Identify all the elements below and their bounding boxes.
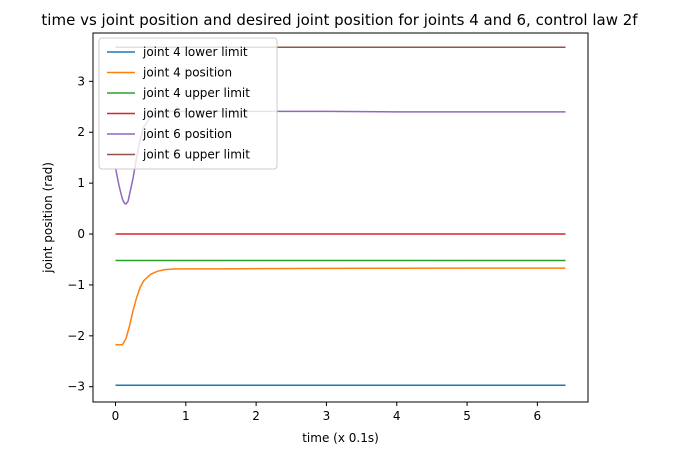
x-tick-label: 5 [463, 409, 471, 423]
y-tick-label: 1 [77, 176, 85, 190]
x-tick-label: 0 [112, 409, 120, 423]
x-tick-label: 1 [182, 409, 190, 423]
x-tick-label: 3 [323, 409, 331, 423]
legend-entry-label: joint 6 lower limit [142, 107, 248, 121]
y-tick-label: −1 [67, 278, 85, 292]
x-axis-ticks: 0 1 2 3 4 5 6 [112, 402, 542, 423]
legend-entry-label: joint 4 lower limit [142, 45, 248, 59]
y-tick-label: 0 [77, 227, 85, 241]
legend-entry-label: joint 6 position [142, 127, 232, 141]
legend-entry-label: joint 4 position [142, 66, 232, 80]
legend-box [98, 37, 278, 170]
y-tick-label: 2 [77, 125, 85, 139]
x-tick-label: 2 [252, 409, 260, 423]
x-tick-label: 4 [393, 409, 401, 423]
y-axis-ticks: −3 −2 −1 0 1 2 3 [67, 74, 93, 394]
y-tick-label: 3 [77, 74, 85, 88]
plot-area: 0 1 2 3 4 5 6 −3 −2 −1 0 1 2 3 [67, 32, 589, 423]
chart-title: time vs joint position and desired joint… [41, 11, 638, 29]
legend-entry-label: joint 6 upper limit [142, 148, 250, 162]
y-axis-label: joint position (rad) [41, 162, 55, 274]
x-tick-label: 6 [534, 409, 542, 423]
plot-frame [92, 32, 589, 403]
y-tick-label: −2 [67, 329, 85, 343]
x-axis-label: time (x 0.1s) [302, 431, 379, 445]
legend-entry-label: joint 4 upper limit [142, 86, 250, 100]
legend: joint 4 lower limit joint 4 position joint… [98, 37, 278, 170]
series-line-joint-4-position [115, 267, 566, 346]
y-tick-label: −3 [67, 380, 85, 394]
